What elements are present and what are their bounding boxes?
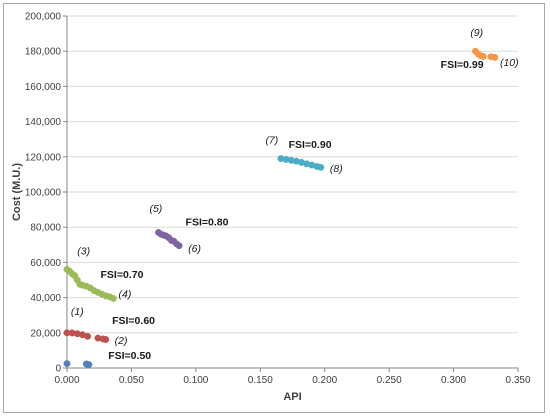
data-point — [479, 53, 487, 60]
series-fsi-0-70 — [63, 265, 117, 302]
y-tick-label: 140,000 — [25, 117, 62, 128]
y-tick-label: 40,000 — [30, 293, 61, 304]
y-tick-label: 160,000 — [25, 82, 62, 93]
series-fsi-0-50 — [63, 360, 93, 369]
x-tick-label: 0.200 — [312, 375, 337, 386]
point-annotation: (9) — [470, 27, 483, 39]
y-tick-label: 180,000 — [25, 47, 62, 58]
y-tick-label: 80,000 — [30, 223, 61, 234]
x-tick-label: 0.050 — [119, 375, 144, 386]
x-tick-label: 0.000 — [54, 375, 79, 386]
data-point — [491, 53, 499, 61]
point-annotation: (6) — [188, 243, 201, 255]
series-fsi-0-90 — [277, 155, 325, 171]
y-tick-label: 0 — [55, 364, 61, 375]
fsi-label: FSI=0.70 — [101, 269, 144, 281]
y-tick-label: 200,000 — [25, 12, 62, 23]
fsi-label: FSI=0.80 — [186, 216, 229, 228]
fsi-label: FSI=0.99 — [441, 59, 484, 71]
y-tick-label: 120,000 — [25, 152, 62, 163]
fsi-label: FSI=0.90 — [289, 139, 332, 151]
y-tick-label: 100,000 — [25, 188, 62, 199]
point-annotation: (8) — [330, 163, 343, 175]
point-annotation: (1) — [71, 306, 84, 318]
y-tick-label: 20,000 — [30, 328, 61, 339]
data-points — [63, 47, 499, 369]
x-tick-label: 0.300 — [441, 375, 466, 386]
point-annotation: (3) — [77, 245, 90, 257]
series-fsi-0-80 — [155, 229, 183, 250]
fsi-labels: FSI=0.50 FSI=0.60 FSI=0.70 FSI=0.80 FSI=0.90… — [101, 59, 484, 362]
point-annotation: (4) — [119, 289, 132, 301]
point-annotation: (2) — [115, 335, 128, 347]
fsi-label: FSI=0.60 — [112, 315, 155, 327]
y-axis-title: Cost (M.U.) — [11, 163, 23, 221]
x-axis-title: API — [283, 391, 301, 403]
y-axis-tick-labels: 0 20,000 40,000 60,000 80,000 100,000 120,000 1… — [25, 12, 62, 375]
data-point — [175, 242, 183, 250]
point-annotation: (5) — [149, 203, 162, 215]
data-point — [84, 332, 92, 340]
series-fsi-0-99 — [472, 47, 499, 61]
gridlines — [67, 15, 518, 334]
fsi-label: FSI=0.50 — [108, 350, 151, 362]
series-fsi-0-60 — [63, 329, 110, 343]
x-tick-label: 0.100 — [183, 375, 208, 386]
data-point — [109, 295, 117, 302]
x-tick-label: 0.350 — [505, 375, 530, 386]
point-annotation: (7) — [265, 135, 278, 147]
chart-frame — [3, 3, 545, 413]
data-point — [85, 361, 93, 369]
data-point — [63, 360, 71, 368]
y-tick-label: 60,000 — [30, 258, 61, 269]
x-tick-label: 0.150 — [248, 375, 273, 386]
data-point — [102, 336, 110, 343]
point-annotations: (1) (2) (3) (4) (5) (6) (7) (8) (9) (10) — [71, 27, 519, 347]
data-point — [317, 163, 325, 171]
point-annotation: (10) — [500, 57, 519, 69]
axes — [63, 15, 519, 372]
x-tick-label: 0.250 — [377, 375, 402, 386]
x-axis-tick-labels: 0.000 0.050 0.100 0.150 0.200 0.250 0.300 0.350 — [54, 375, 530, 386]
